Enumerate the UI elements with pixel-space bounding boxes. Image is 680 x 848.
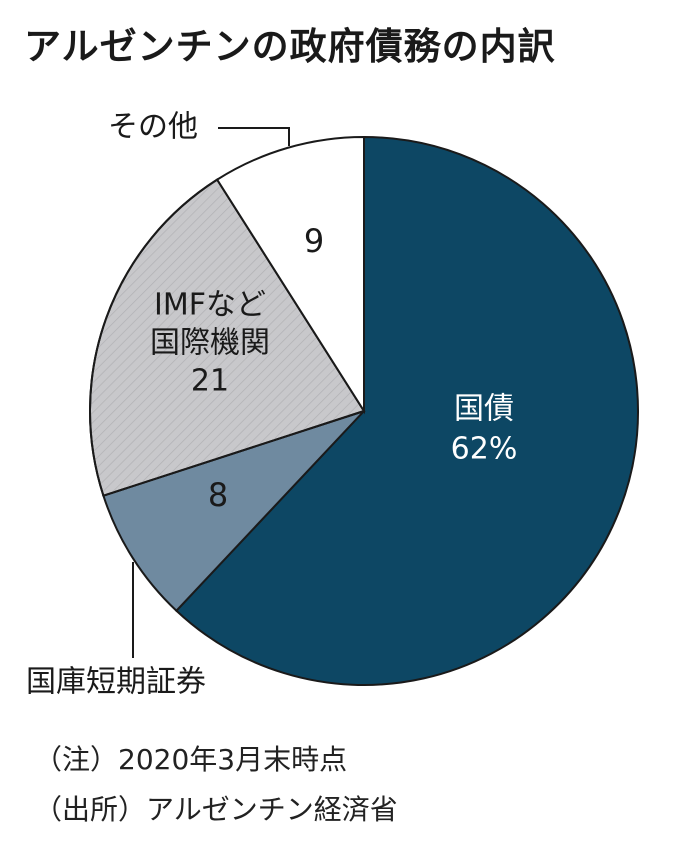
pie-slice <box>215 135 365 415</box>
chart-title: アルゼンチンの政府債務の内訳 <box>24 25 556 68</box>
pie-slices <box>89 135 639 686</box>
slice-label: 9 <box>304 222 324 260</box>
footnote-source: （出所）アルゼンチン経済省 <box>34 793 398 826</box>
pie-slice-texture <box>89 178 366 497</box>
footnote-date: （注）2020年3月末時点 <box>34 743 348 776</box>
pie-labels: 国債 62% 8 IMFなど国際機関 21 9 <box>150 222 517 514</box>
callout-line-other <box>218 127 290 146</box>
pie-slice <box>102 410 365 613</box>
pie-slice <box>175 135 639 686</box>
slice-label: 8 <box>208 476 228 514</box>
callout-label-tbill: 国庫短期証券 <box>26 665 206 700</box>
slice-label: 国債 62% <box>451 392 518 467</box>
callout-label-other: その他 <box>108 110 198 145</box>
slice-label: IMFなど国際機関 21 <box>150 288 270 399</box>
